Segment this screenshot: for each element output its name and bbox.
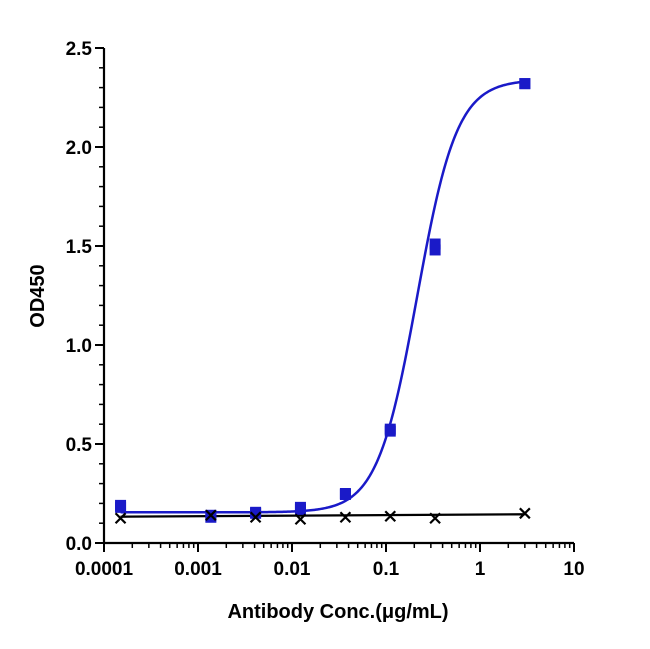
cross-marker: [205, 509, 217, 522]
square-marker: [429, 238, 441, 250]
y-tick-label: 1.0: [66, 336, 92, 357]
x-tick-label: 0.1: [373, 559, 400, 580]
cross-marker: [519, 507, 531, 520]
y-tick-label: 1.5: [66, 237, 93, 258]
square-marker: [519, 78, 531, 90]
square-marker: [205, 511, 217, 523]
square-marker: [384, 425, 396, 437]
x-tick-label: 1: [475, 559, 486, 580]
y-tick-label: 0.0: [66, 534, 92, 555]
y-axis-title: OD450: [27, 264, 49, 327]
cross-marker: [249, 511, 262, 524]
tick-labels: 0.0 0.5 1.0 1.5 2.0 2.5 0.0001 0.001 0.01 0.1 1 10: [66, 39, 585, 580]
fit-curve-series-1: [120, 80, 525, 514]
data-markers: [114, 78, 531, 526]
x-tick-label: 0.001: [174, 559, 222, 580]
cross-marker: [429, 512, 441, 525]
axes: [95, 47, 575, 552]
y-tick-label: 0.5: [66, 435, 93, 456]
x-tick-label: 10: [563, 559, 584, 580]
cross-marker: [114, 512, 127, 525]
cross-marker: [294, 513, 307, 526]
square-marker: [294, 503, 306, 515]
fit-line-series-2: [120, 513, 525, 518]
fit-lines: [120, 80, 525, 518]
square-marker: [429, 244, 441, 256]
x-tick-label: 0.01: [274, 559, 311, 580]
y-tick-label: 2.0: [66, 138, 92, 159]
cross-marker: [339, 511, 352, 524]
cross-marker: [384, 510, 397, 523]
square-marker: [339, 488, 351, 500]
square-marker: [115, 501, 127, 513]
x-tick-label: 0.0001: [75, 559, 134, 580]
y-tick-label: 2.5: [66, 39, 93, 60]
square-marker: [250, 507, 262, 519]
x-axis-title: Antibody Conc.(μg/mL): [227, 601, 448, 623]
